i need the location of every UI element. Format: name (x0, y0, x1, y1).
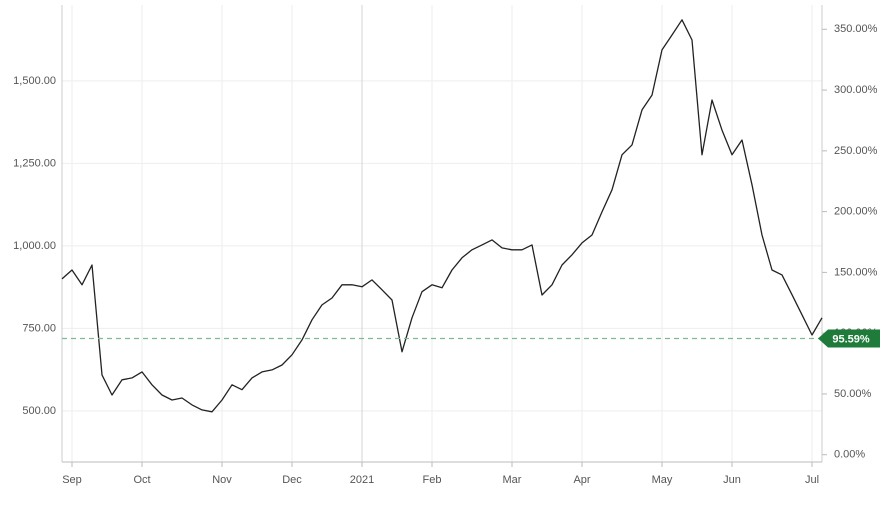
y2-tick-label: 50.00% (834, 388, 872, 400)
y2-tick-label: 250.00% (834, 145, 878, 157)
reference-label: 95.59% (832, 333, 870, 345)
y2-tick-label: 200.00% (834, 206, 878, 218)
x-tick-label: Jul (805, 474, 819, 486)
x-tick-label: Mar (503, 474, 522, 486)
x-tick-label: Feb (423, 474, 442, 486)
x-tick-label: Oct (133, 474, 150, 486)
x-tick-label: Dec (282, 474, 302, 486)
price-line (61, 19, 823, 413)
y-tick-label: 750.00 (22, 322, 56, 334)
y-tick-label: 500.00 (22, 405, 56, 417)
y-tick-label: 1,250.00 (13, 157, 56, 169)
y2-tick-label: 300.00% (834, 84, 878, 96)
y2-tick-label: 150.00% (834, 266, 878, 278)
x-tick-label: Jun (723, 474, 741, 486)
y2-tick-label: 350.00% (834, 23, 878, 35)
reference-badge (818, 329, 880, 348)
y-tick-label: 1,000.00 (13, 240, 56, 252)
x-tick-label: Nov (212, 474, 232, 486)
y2-tick-label: 0.00% (834, 449, 865, 461)
y-tick-label: 1,500.00 (13, 75, 56, 87)
grid (62, 5, 822, 462)
x-tick-label: Apr (573, 474, 590, 486)
x-tick-label: Sep (62, 474, 82, 486)
x-tick-label: 2021 (350, 474, 374, 486)
x-tick-label: May (652, 474, 673, 486)
